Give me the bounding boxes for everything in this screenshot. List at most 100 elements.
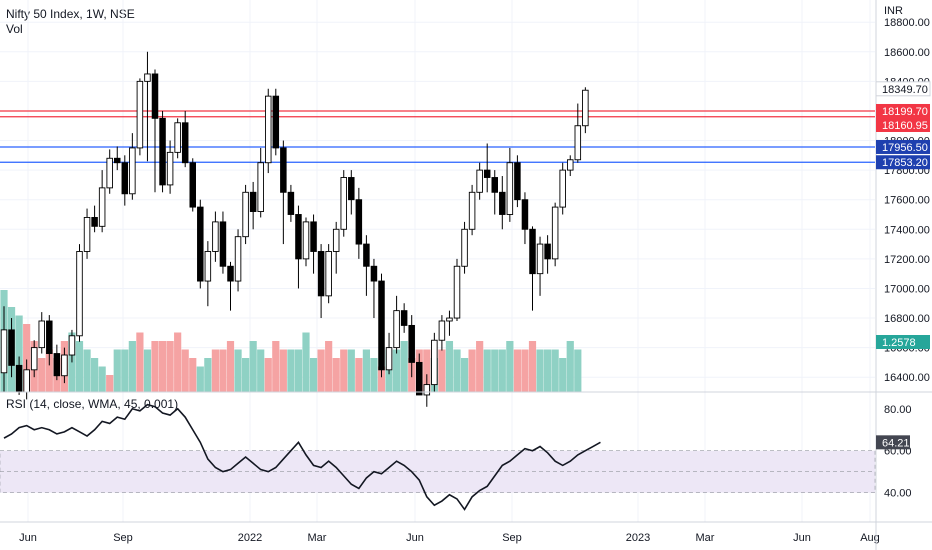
volume-bar [174,332,182,392]
volume-bar [332,358,340,392]
volume-bar [400,341,408,392]
candle-body [136,80,144,149]
volume-bar [521,349,529,392]
candle-body [582,89,589,127]
candle-body [76,251,83,337]
candle-body [144,73,151,82]
candle-body [129,147,136,195]
candle-body [476,169,483,193]
candle-body [461,228,468,267]
candle-body [166,151,174,186]
volume-bar [309,358,318,392]
candle-body [317,251,325,297]
candle-body [363,243,370,267]
candle-body [68,335,76,356]
candle-body [197,206,204,282]
volume-bar [226,341,235,392]
candle-body [536,243,544,275]
candle-body [348,177,355,201]
volume-bar [143,349,152,392]
volume-bar [340,349,348,392]
y-tick-label: 16800.00 [884,313,930,325]
candle-body [385,347,393,371]
volume-bar [249,341,257,392]
candle-body [453,265,461,319]
volume-bar [151,341,159,392]
x-tick-label: Aug [860,532,880,544]
volume-bar [106,375,114,392]
y-tick-label: 17000.00 [884,283,930,295]
candle-body [61,354,68,377]
candle-body [325,251,332,297]
candle-body [212,221,219,252]
volume-bar [189,358,197,392]
volume-bar [566,341,574,392]
candle-body [416,361,423,396]
volume-bar [317,349,325,392]
volume-bar [370,358,378,392]
candle-body [423,384,431,396]
volume-bar [242,358,250,392]
volume-bar [536,349,544,392]
candle-body [551,206,559,260]
rsi-value-box [876,435,910,450]
candle-body [400,310,408,326]
volume-bar [219,349,227,392]
volume-bar [445,341,454,392]
volume-bar [181,349,189,392]
volume-bar [287,349,295,392]
volume-bar [483,349,491,392]
rsi-label: RSI (14, close, WMA, 45, 0.001) [6,397,179,411]
price-label: 18199.70 [882,106,928,118]
candle-body [91,216,98,227]
candle-body [446,317,453,322]
candle-body [521,199,529,230]
y-tick-label: 17600.00 [884,195,930,207]
candle-body [113,157,121,164]
volume-bar [121,349,129,392]
candle-body [393,310,400,349]
volume-label: Vol [6,22,23,36]
candle-body [227,265,234,282]
volume-bar [83,349,91,392]
volume-bar [38,358,46,392]
price-label: 17853.20 [882,157,928,169]
currency-label: INR [884,5,903,17]
volume-bar [257,349,265,392]
candle-body [559,169,566,208]
candle-body [438,320,446,341]
price-label: 18349.70 [882,84,928,96]
volume-bar [423,349,431,392]
y-tick-label: 18800.00 [884,17,930,29]
candle-body [106,157,113,189]
price-label: 18160.95 [882,120,928,132]
volume-bar [166,341,174,392]
rsi-y-tick-label: 40.00 [884,488,912,500]
candle-body [514,162,521,201]
volume-bar [551,349,559,392]
candle-body [15,364,23,393]
price-label-box [876,155,930,170]
volume-bar [45,349,53,392]
candle-body [83,216,91,252]
candle-body [340,177,348,230]
volume-bar [211,349,219,392]
candle-body [98,187,106,227]
price-label-box [876,117,930,132]
rsi-y-tick-label: 80.00 [884,404,912,416]
candle-body [491,177,499,193]
y-tick-label: 17200.00 [884,254,930,266]
volume-bar [347,349,355,392]
candle-body [265,95,272,164]
volume-bar [234,349,242,392]
candle-body [0,329,8,374]
volume-bar [264,358,272,392]
volume-bar [453,349,461,392]
volume-bar [393,349,401,392]
volume-bar [544,349,552,392]
volume-bar [491,349,499,392]
price-label-box [876,335,930,349]
candle-body [174,122,181,153]
x-tick-label: Mar [696,532,715,544]
